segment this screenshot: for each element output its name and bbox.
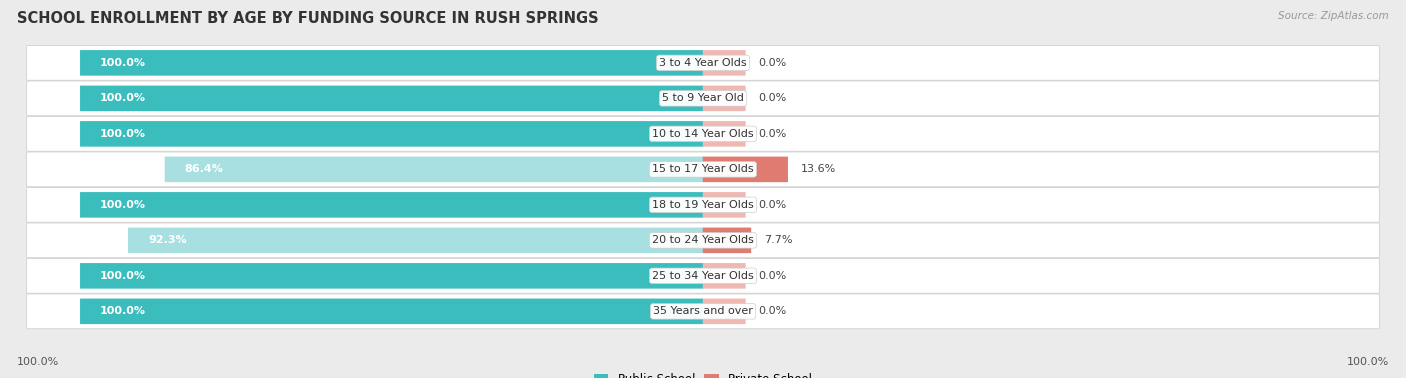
Text: 18 to 19 Year Olds: 18 to 19 Year Olds [652, 200, 754, 210]
Text: 0.0%: 0.0% [759, 271, 787, 281]
FancyBboxPatch shape [703, 192, 745, 218]
Text: 100.0%: 100.0% [100, 58, 146, 68]
Text: 92.3%: 92.3% [148, 235, 187, 245]
FancyBboxPatch shape [80, 85, 703, 111]
FancyBboxPatch shape [27, 187, 1379, 222]
Text: Source: ZipAtlas.com: Source: ZipAtlas.com [1278, 11, 1389, 21]
FancyBboxPatch shape [703, 156, 787, 182]
Text: 100.0%: 100.0% [100, 129, 146, 139]
Text: 10 to 14 Year Olds: 10 to 14 Year Olds [652, 129, 754, 139]
FancyBboxPatch shape [80, 121, 703, 147]
FancyBboxPatch shape [27, 81, 1379, 116]
FancyBboxPatch shape [703, 263, 745, 289]
FancyBboxPatch shape [27, 116, 1379, 151]
FancyBboxPatch shape [703, 299, 745, 324]
Text: 15 to 17 Year Olds: 15 to 17 Year Olds [652, 164, 754, 174]
Text: 0.0%: 0.0% [759, 93, 787, 103]
FancyBboxPatch shape [703, 85, 745, 111]
Text: 0.0%: 0.0% [759, 200, 787, 210]
Text: 0.0%: 0.0% [759, 306, 787, 316]
FancyBboxPatch shape [80, 299, 703, 324]
FancyBboxPatch shape [27, 294, 1379, 329]
FancyBboxPatch shape [703, 50, 745, 76]
Text: 100.0%: 100.0% [100, 271, 146, 281]
Text: 35 Years and over: 35 Years and over [652, 306, 754, 316]
FancyBboxPatch shape [27, 152, 1379, 187]
Text: 0.0%: 0.0% [759, 129, 787, 139]
Text: 100.0%: 100.0% [100, 200, 146, 210]
FancyBboxPatch shape [165, 156, 703, 182]
Text: 7.7%: 7.7% [765, 235, 793, 245]
Text: 86.4%: 86.4% [184, 164, 224, 174]
Text: 5 to 9 Year Old: 5 to 9 Year Old [662, 93, 744, 103]
Text: 0.0%: 0.0% [759, 58, 787, 68]
Text: 100.0%: 100.0% [100, 93, 146, 103]
FancyBboxPatch shape [703, 121, 745, 147]
FancyBboxPatch shape [128, 228, 703, 253]
Text: 13.6%: 13.6% [801, 164, 837, 174]
FancyBboxPatch shape [27, 45, 1379, 80]
FancyBboxPatch shape [80, 192, 703, 218]
Text: 25 to 34 Year Olds: 25 to 34 Year Olds [652, 271, 754, 281]
Text: 3 to 4 Year Olds: 3 to 4 Year Olds [659, 58, 747, 68]
FancyBboxPatch shape [80, 263, 703, 289]
FancyBboxPatch shape [27, 259, 1379, 293]
Text: 20 to 24 Year Olds: 20 to 24 Year Olds [652, 235, 754, 245]
Text: 100.0%: 100.0% [100, 306, 146, 316]
Legend: Public School, Private School: Public School, Private School [589, 368, 817, 378]
Text: SCHOOL ENROLLMENT BY AGE BY FUNDING SOURCE IN RUSH SPRINGS: SCHOOL ENROLLMENT BY AGE BY FUNDING SOUR… [17, 11, 599, 26]
FancyBboxPatch shape [703, 228, 751, 253]
FancyBboxPatch shape [27, 223, 1379, 258]
Text: 100.0%: 100.0% [17, 357, 59, 367]
FancyBboxPatch shape [80, 50, 703, 76]
Text: 100.0%: 100.0% [1347, 357, 1389, 367]
